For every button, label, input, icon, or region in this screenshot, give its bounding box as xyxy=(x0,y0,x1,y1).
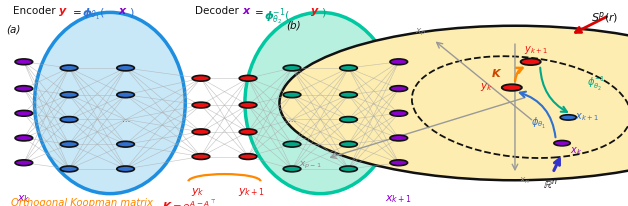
Circle shape xyxy=(117,92,134,98)
Circle shape xyxy=(390,110,408,116)
Text: $\boldsymbol{\phi}_{\theta_2}^{-1}($: $\boldsymbol{\phi}_{\theta_2}^{-1}($ xyxy=(264,6,290,27)
Circle shape xyxy=(502,84,522,91)
Circle shape xyxy=(117,65,134,71)
Text: $=$: $=$ xyxy=(252,6,264,16)
Ellipse shape xyxy=(245,12,396,194)
Circle shape xyxy=(15,160,33,166)
Text: Orthogonal Koopman matrix: Orthogonal Koopman matrix xyxy=(11,198,156,206)
Text: $S^p(r)$: $S^p(r)$ xyxy=(591,10,619,25)
Text: $x_k$: $x_k$ xyxy=(570,145,582,157)
Circle shape xyxy=(560,115,577,120)
Text: Encoder: Encoder xyxy=(13,6,55,16)
Text: $\boldsymbol{K} = e^{A-A^\top}$: $\boldsymbol{K} = e^{A-A^\top}$ xyxy=(162,198,216,206)
Text: $y_k$: $y_k$ xyxy=(191,186,205,198)
Circle shape xyxy=(60,141,78,147)
Circle shape xyxy=(239,75,257,81)
Text: $=$: $=$ xyxy=(70,6,82,16)
Text: $\boldsymbol{x}$: $\boldsymbol{x}$ xyxy=(242,6,252,16)
Circle shape xyxy=(390,59,408,65)
Circle shape xyxy=(283,92,301,98)
Circle shape xyxy=(192,154,210,159)
Circle shape xyxy=(390,86,408,91)
Text: $x_{k+1}$: $x_{k+1}$ xyxy=(385,194,413,205)
Circle shape xyxy=(117,141,134,147)
Text: $x_{k+1}$: $x_{k+1}$ xyxy=(575,111,598,123)
Text: $\boldsymbol{x}$: $\boldsymbol{x}$ xyxy=(118,6,128,16)
Circle shape xyxy=(192,102,210,108)
Circle shape xyxy=(340,141,357,147)
Circle shape xyxy=(340,117,357,122)
Circle shape xyxy=(340,65,357,71)
Text: $y_{k+1}$: $y_{k+1}$ xyxy=(524,44,548,56)
Text: (b): (b) xyxy=(286,21,300,31)
Text: (a): (a) xyxy=(6,25,21,35)
Text: $\boldsymbol{y}$: $\boldsymbol{y}$ xyxy=(58,6,68,18)
Text: $\boldsymbol{y}$: $\boldsymbol{y}$ xyxy=(310,6,320,18)
Text: $\boldsymbol{\phi}_{\theta_1}($: $\boldsymbol{\phi}_{\theta_1}($ xyxy=(82,6,105,22)
Text: $\cdots$: $\cdots$ xyxy=(121,115,130,124)
Circle shape xyxy=(521,59,541,65)
Text: $x_n$: $x_n$ xyxy=(519,176,531,186)
Circle shape xyxy=(60,65,78,71)
Text: $\phi_{\theta_1}$: $\phi_{\theta_1}$ xyxy=(531,116,546,131)
Circle shape xyxy=(390,160,408,166)
Text: $\boldsymbol{K}$: $\boldsymbol{K}$ xyxy=(491,67,502,79)
Circle shape xyxy=(239,102,257,108)
Circle shape xyxy=(283,166,301,172)
Circle shape xyxy=(390,135,408,141)
Circle shape xyxy=(340,166,357,172)
Text: $\mathbb{R}^n$: $\mathbb{R}^n$ xyxy=(543,177,558,191)
Text: $x_k$: $x_k$ xyxy=(17,194,31,205)
Circle shape xyxy=(60,92,78,98)
Circle shape xyxy=(192,75,210,81)
Ellipse shape xyxy=(35,12,185,194)
Circle shape xyxy=(117,166,134,172)
Circle shape xyxy=(239,154,257,159)
Text: $x_p$: $x_p$ xyxy=(415,27,426,38)
Circle shape xyxy=(239,129,257,135)
Circle shape xyxy=(15,86,33,91)
Circle shape xyxy=(15,59,33,65)
Text: Decoder: Decoder xyxy=(195,6,239,16)
Circle shape xyxy=(283,65,301,71)
Circle shape xyxy=(283,141,301,147)
Circle shape xyxy=(60,117,78,122)
Circle shape xyxy=(554,140,570,146)
Text: $x_{p-1}$: $x_{p-1}$ xyxy=(299,160,322,171)
Text: $\phi_{\theta_2}^{-1}$: $\phi_{\theta_2}^{-1}$ xyxy=(587,75,606,94)
Circle shape xyxy=(15,110,33,116)
Circle shape xyxy=(192,129,210,135)
Text: $y_k$: $y_k$ xyxy=(480,81,493,92)
Text: $y_{k+1}$: $y_{k+1}$ xyxy=(237,186,265,198)
Text: $\cdots$: $\cdots$ xyxy=(288,115,296,124)
Circle shape xyxy=(15,135,33,141)
Circle shape xyxy=(279,26,628,180)
Circle shape xyxy=(60,166,78,172)
Text: $)$: $)$ xyxy=(129,6,134,19)
Circle shape xyxy=(340,92,357,98)
Text: $)$: $)$ xyxy=(321,6,327,19)
